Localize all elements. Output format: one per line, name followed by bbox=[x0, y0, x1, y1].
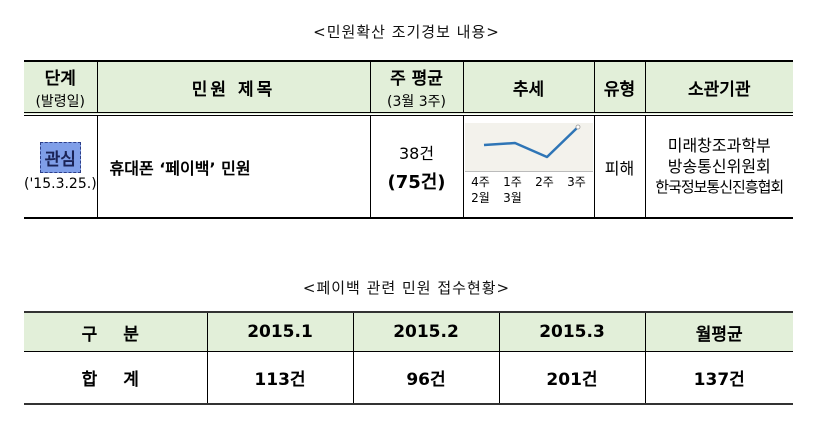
summary-table-header: 구 분 2015.1 2015.2 2015.3 월평균 bbox=[24, 312, 793, 352]
trend-chart: 4주 1주 2주 3주 2월 3월 bbox=[464, 121, 593, 213]
trend-plot-area bbox=[464, 122, 593, 172]
agency-1: 미래창조과학부 bbox=[667, 136, 771, 155]
cell-2015-3: 201건 bbox=[498, 351, 645, 404]
type-cell: 피해 bbox=[593, 114, 645, 218]
header-2015-2: 2015.2 bbox=[352, 312, 499, 352]
agency-3: 한국정보통신진흥협회 bbox=[655, 178, 784, 196]
header-trend: 추세 bbox=[462, 61, 594, 116]
weekly-avg-cell: 38건 (75건) bbox=[369, 114, 463, 218]
header-monthly-avg: 월평균 bbox=[644, 312, 793, 352]
weekly-avg-value: 38건 bbox=[398, 143, 435, 163]
status-badge: 관심 bbox=[39, 141, 81, 173]
summary-table: 구 분 2015.1 2015.2 2015.3 월평균 합 계 113건 96… bbox=[24, 311, 793, 405]
alert-table-header: 단계 (발령일) 민원 제목 주 평균 (3월 3주) 추세 유형 소관기관 bbox=[24, 61, 793, 116]
trend-axis-labels: 4주 1주 2주 3주 2월 3월 bbox=[471, 174, 586, 205]
weekly-total-value: (75건) bbox=[387, 171, 446, 193]
table-row: 관심 ('15.3.25.) 휴대폰 ‘페이백’ 민원 38건 (75건) 4주 bbox=[24, 114, 793, 218]
alert-caption: <민원확산 조기경보 내용> bbox=[313, 23, 500, 41]
cell-2015-2: 96건 bbox=[352, 351, 499, 404]
stage-cell: 관심 ('15.3.25.) bbox=[24, 114, 97, 218]
header-2015-1: 2015.1 bbox=[206, 312, 353, 352]
agency-2: 방송통신위원회 bbox=[667, 157, 771, 176]
cell-2015-1: 113건 bbox=[206, 351, 353, 404]
agency-cell: 미래창조과학부 방송통신위원회 한국정보통신진흥협회 bbox=[644, 114, 793, 218]
alert-table: 단계 (발령일) 민원 제목 주 평균 (3월 3주) 추세 유형 소관기관 관… bbox=[24, 60, 793, 219]
table-row: 합 계 113건 96건 201건 137건 bbox=[24, 351, 793, 404]
header-title: 민원 제목 bbox=[96, 61, 370, 116]
header-weekly-avg-sub: (3월 3주) bbox=[387, 93, 446, 110]
header-category: 구 분 bbox=[24, 312, 207, 352]
header-stage-sub: (발령일) bbox=[35, 93, 86, 110]
header-stage: 단계 (발령일) bbox=[24, 61, 97, 116]
header-agency: 소관기관 bbox=[644, 61, 793, 116]
header-type: 유형 bbox=[593, 61, 645, 116]
trend-cell: 4주 1주 2주 3주 2월 3월 bbox=[462, 114, 594, 218]
complaint-title: 휴대폰 ‘페이백’ 민원 bbox=[96, 114, 370, 218]
header-weekly-avg: 주 평균 (3월 3주) bbox=[369, 61, 463, 116]
summary-caption: <페이백 관련 민원 접수현황> bbox=[302, 279, 511, 297]
trend-line bbox=[483, 124, 580, 158]
header-2015-3: 2015.3 bbox=[498, 312, 645, 352]
row-label-total: 합 계 bbox=[81, 370, 149, 390]
stage-date: ('15.3.25.) bbox=[24, 175, 97, 192]
cell-monthly-avg: 137건 bbox=[644, 351, 793, 404]
